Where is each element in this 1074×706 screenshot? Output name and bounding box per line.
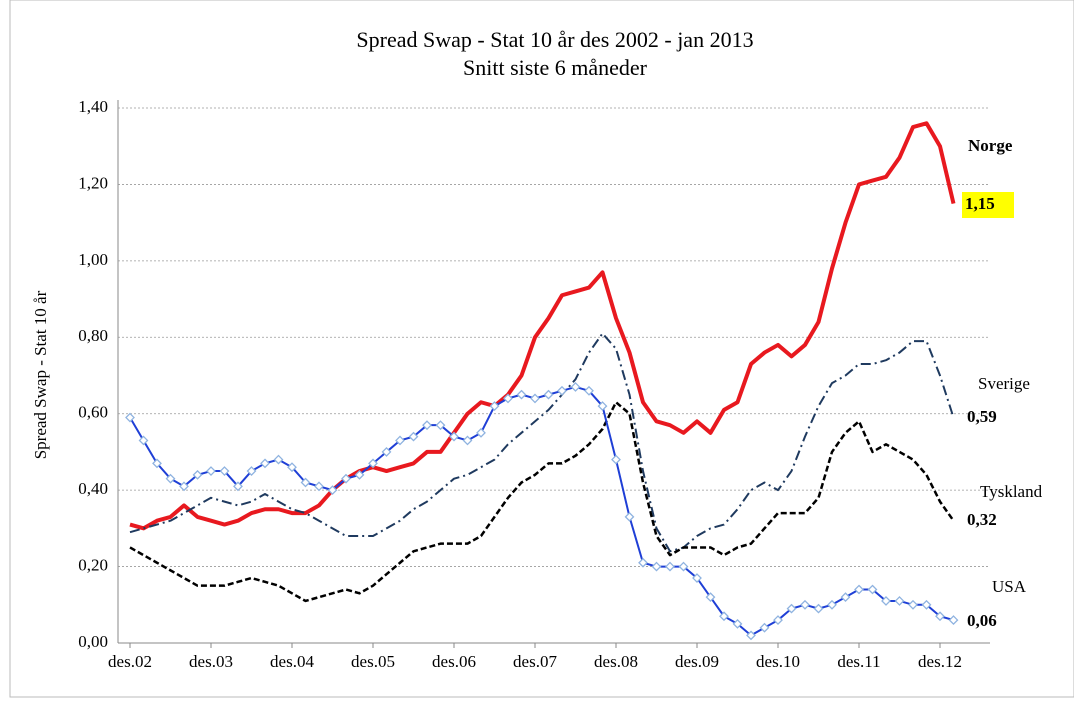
point-marker: [476, 427, 486, 438]
point-marker: [165, 473, 176, 484]
x-tick-label: des.10: [756, 652, 800, 671]
point-marker: [719, 611, 729, 622]
x-tick-label: des.12: [918, 652, 962, 671]
point-marker: [611, 454, 621, 465]
point-marker: [921, 599, 932, 610]
y-tick-label: 0,40: [78, 479, 108, 498]
y-tick-label: 0,20: [78, 555, 108, 574]
point-marker: [273, 454, 284, 465]
point-marker: [287, 462, 297, 473]
y-axis-title: Spread Swap - Stat 10 år: [31, 290, 50, 459]
series-label: Sverige: [978, 374, 1030, 393]
point-marker: [314, 481, 324, 492]
point-marker: [800, 599, 810, 610]
point-marker: [341, 473, 351, 484]
x-tick-label: des.04: [270, 652, 314, 671]
point-marker: [192, 469, 203, 480]
value-label-highlight: [962, 192, 1014, 218]
point-marker: [935, 611, 945, 622]
point-marker: [773, 615, 783, 625]
point-marker: [759, 622, 770, 633]
point-marker: [530, 393, 540, 404]
y-tick-label: 0,80: [78, 326, 108, 345]
y-tick-label: 1,40: [78, 97, 108, 116]
point-marker: [516, 389, 527, 400]
point-marker: [219, 466, 230, 476]
chart-title: Spread Swap - Stat 10 år des 2002 - jan …: [356, 27, 753, 52]
series-label: Norge: [968, 136, 1013, 155]
point-marker: [381, 447, 392, 457]
point-marker: [260, 458, 270, 469]
point-marker: [678, 561, 689, 572]
x-tick-label: des.09: [675, 652, 719, 671]
point-marker: [233, 481, 243, 492]
x-tick-label: des.07: [513, 652, 557, 671]
point-marker: [854, 584, 864, 595]
series-label: USA: [992, 577, 1027, 596]
y-tick-label: 1,00: [78, 250, 108, 269]
point-marker: [179, 481, 189, 492]
point-marker: [827, 599, 837, 610]
series-line: [129, 401, 955, 603]
value-label: 0,06: [967, 611, 997, 630]
point-marker: [152, 458, 162, 469]
point-marker: [638, 557, 648, 568]
x-tick-label: des.05: [351, 652, 395, 671]
chart-frame: [9, 0, 1074, 698]
x-tick-label: des.11: [837, 652, 880, 671]
point-marker: [327, 485, 338, 496]
point-marker: [138, 435, 149, 446]
point-marker: [665, 561, 675, 572]
point-marker: [570, 382, 581, 392]
point-marker: [692, 573, 702, 583]
chart-subtitle: Snitt siste 6 måneder: [463, 55, 648, 80]
x-tick-label: des.08: [594, 652, 638, 671]
point-marker: [489, 401, 500, 411]
point-marker: [543, 389, 554, 400]
point-marker: [300, 477, 311, 488]
point-marker: [422, 420, 432, 431]
x-tick-label: des.03: [189, 652, 233, 671]
point-marker: [732, 618, 743, 629]
point-marker: [894, 596, 905, 606]
point-marker: [395, 435, 405, 446]
point-marker: [840, 592, 851, 603]
series-label: Tyskland: [980, 482, 1043, 501]
point-marker: [462, 435, 473, 446]
point-marker: [813, 603, 824, 614]
point-marker: [624, 511, 635, 522]
y-tick-label: 0,00: [78, 632, 108, 651]
point-marker: [746, 630, 756, 641]
point-marker: [354, 469, 365, 480]
x-tick-label: des.02: [108, 652, 152, 671]
point-marker: [597, 401, 608, 411]
point-marker: [881, 596, 891, 606]
value-label: 0,32: [967, 510, 997, 529]
point-marker: [408, 431, 419, 442]
series-line: [129, 121, 956, 531]
point-marker: [786, 603, 797, 614]
y-tick-label: 1,20: [78, 173, 108, 192]
x-tick-label: des.06: [432, 652, 476, 671]
value-label: 0,59: [967, 407, 997, 426]
point-marker: [867, 584, 878, 595]
series-line: [129, 332, 955, 553]
point-marker: [705, 592, 716, 603]
point-marker: [584, 385, 594, 396]
point-marker: [449, 431, 459, 442]
point-marker: [246, 466, 257, 476]
point-marker: [435, 420, 446, 431]
point-marker: [948, 615, 959, 625]
point-marker: [908, 599, 918, 610]
point-marker: [503, 393, 513, 404]
point-marker: [651, 561, 662, 572]
point-marker: [557, 385, 567, 396]
point-marker: [125, 412, 135, 423]
value-label: 1,15: [965, 194, 995, 213]
point-marker: [206, 466, 216, 476]
y-tick-label: 0,60: [78, 403, 108, 422]
point-marker: [368, 458, 378, 469]
